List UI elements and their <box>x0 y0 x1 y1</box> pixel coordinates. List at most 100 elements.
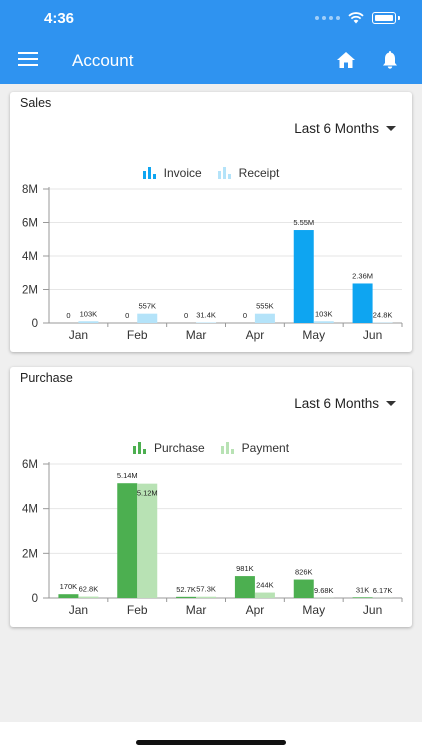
data-label: 0 <box>66 311 70 320</box>
bar-purchase <box>293 579 314 598</box>
data-label: 826K <box>295 568 313 577</box>
data-label: 555K <box>256 302 274 311</box>
y-tick-label: 0 <box>32 318 38 330</box>
bar-receipt <box>313 321 334 323</box>
bar-invoice <box>352 283 373 323</box>
wifi-icon <box>348 12 364 24</box>
bottom-area <box>0 722 422 750</box>
sales-legend: Invoice Receipt <box>10 166 412 180</box>
legend-item-payment[interactable]: Payment <box>220 441 290 455</box>
bar-payment <box>254 592 275 598</box>
legend-label-invoice: Invoice <box>163 166 202 180</box>
x-tick-label: Feb <box>127 603 148 617</box>
x-tick-label: Jun <box>363 328 382 342</box>
data-label: 5.14M <box>117 471 138 480</box>
x-tick-label: Apr <box>246 328 265 342</box>
data-label: 0 <box>184 311 188 320</box>
status-icons <box>315 12 400 24</box>
sales-period-label: Last 6 Months <box>294 121 379 136</box>
data-label: 557K <box>138 302 156 311</box>
bar-chart-icon <box>220 442 234 454</box>
bar-payment <box>196 596 217 598</box>
bar-payment <box>137 483 158 598</box>
bar-receipt <box>78 321 99 323</box>
data-label: 103K <box>315 309 333 318</box>
bell-icon[interactable] <box>381 51 399 70</box>
purchase-bar-chart: 0 2M 4M 6M Jan 170K 62.8K Feb 5.14M 5.12M Mar 52.7K… <box>22 459 403 617</box>
chevron-down-icon <box>386 126 396 131</box>
y-tick-label: 0 <box>32 593 38 605</box>
data-label: 5.12M <box>137 489 158 498</box>
data-label: 2.36M <box>352 271 373 280</box>
data-label: 5.55M <box>293 218 314 227</box>
data-label: 170K <box>60 582 78 591</box>
purchase-period-dropdown[interactable]: Last 6 Months <box>294 396 396 411</box>
data-label: 31K <box>356 585 369 594</box>
bar-purchase <box>352 597 373 598</box>
legend-item-invoice[interactable]: Invoice <box>142 166 202 180</box>
bar-chart-icon <box>142 167 156 179</box>
y-tick-label: 4M <box>22 251 38 263</box>
y-tick-label: 6M <box>22 218 38 230</box>
x-tick-label: May <box>302 603 325 617</box>
home-indicator[interactable] <box>136 740 286 745</box>
app-header: 4:36 Account <box>0 0 422 84</box>
status-time: 4:36 <box>44 10 75 27</box>
battery-icon <box>372 12 396 24</box>
bar-chart-icon <box>132 442 146 454</box>
data-label: 62.8K <box>79 585 99 594</box>
data-label: 0 <box>125 311 129 320</box>
x-tick-label: Feb <box>127 328 148 342</box>
bar-receipt <box>254 313 275 323</box>
legend-label-receipt: Receipt <box>238 166 280 180</box>
legend-item-purchase[interactable]: Purchase <box>132 441 205 455</box>
y-tick-label: 2M <box>22 285 38 297</box>
legend-item-receipt[interactable]: Receipt <box>217 166 280 180</box>
x-tick-label: Jan <box>69 328 88 342</box>
data-label: 981K <box>236 564 254 573</box>
x-tick-label: Jun <box>363 603 382 617</box>
data-label: 103K <box>80 309 98 318</box>
x-tick-label: May <box>302 328 325 342</box>
bar-receipt <box>137 313 158 323</box>
bar-purchase <box>176 596 197 598</box>
y-tick-label: 8M <box>22 184 38 196</box>
data-label: 6.17K <box>373 586 393 595</box>
data-label: 52.7K <box>176 585 196 594</box>
legend-label-purchase: Purchase <box>153 441 205 455</box>
purchase-title: Purchase <box>20 371 73 385</box>
bar-purchase <box>234 576 255 598</box>
data-label: 9.68K <box>314 586 334 595</box>
bar-invoice <box>293 230 314 323</box>
menu-icon[interactable] <box>18 52 38 66</box>
signal-icon <box>315 16 340 20</box>
legend-label-payment: Payment <box>241 441 290 455</box>
y-tick-label: 2M <box>22 548 38 560</box>
purchase-period-label: Last 6 Months <box>294 396 379 411</box>
sales-bar-chart: 0 2M 4M 6M 8M Jan 0 103K Feb 0 557K Mar 0 31.4K Apr 0 55… <box>22 184 403 342</box>
page-title: Account <box>72 51 134 70</box>
home-icon[interactable] <box>336 51 356 69</box>
sales-period-dropdown[interactable]: Last 6 Months <box>294 121 396 136</box>
bar-chart-icon <box>217 167 231 179</box>
sales-card: Sales Last 6 Months Invoice Receipt 0 2M 4… <box>10 92 412 352</box>
x-tick-label: Apr <box>246 603 265 617</box>
y-tick-label: 6M <box>22 459 38 471</box>
x-tick-label: Jan <box>69 603 88 617</box>
data-label: 57.3K <box>196 585 216 594</box>
data-label: 244K <box>256 581 274 590</box>
x-tick-label: Mar <box>186 328 207 342</box>
y-tick-label: 4M <box>22 504 38 516</box>
sales-title: Sales <box>20 96 52 110</box>
data-label: 31.4K <box>196 310 216 319</box>
data-label: 0 <box>243 311 247 320</box>
data-label: 24.8K <box>373 311 393 320</box>
purchase-legend: Purchase Payment <box>10 441 412 455</box>
bar-payment <box>78 596 99 598</box>
bar-receipt <box>196 322 217 323</box>
battery-tip <box>398 16 400 20</box>
purchase-card: Purchase Last 6 Months Purchase Payment … <box>10 367 412 627</box>
bar-purchase <box>117 483 138 598</box>
chevron-down-icon <box>386 401 396 406</box>
x-tick-label: Mar <box>186 603 207 617</box>
